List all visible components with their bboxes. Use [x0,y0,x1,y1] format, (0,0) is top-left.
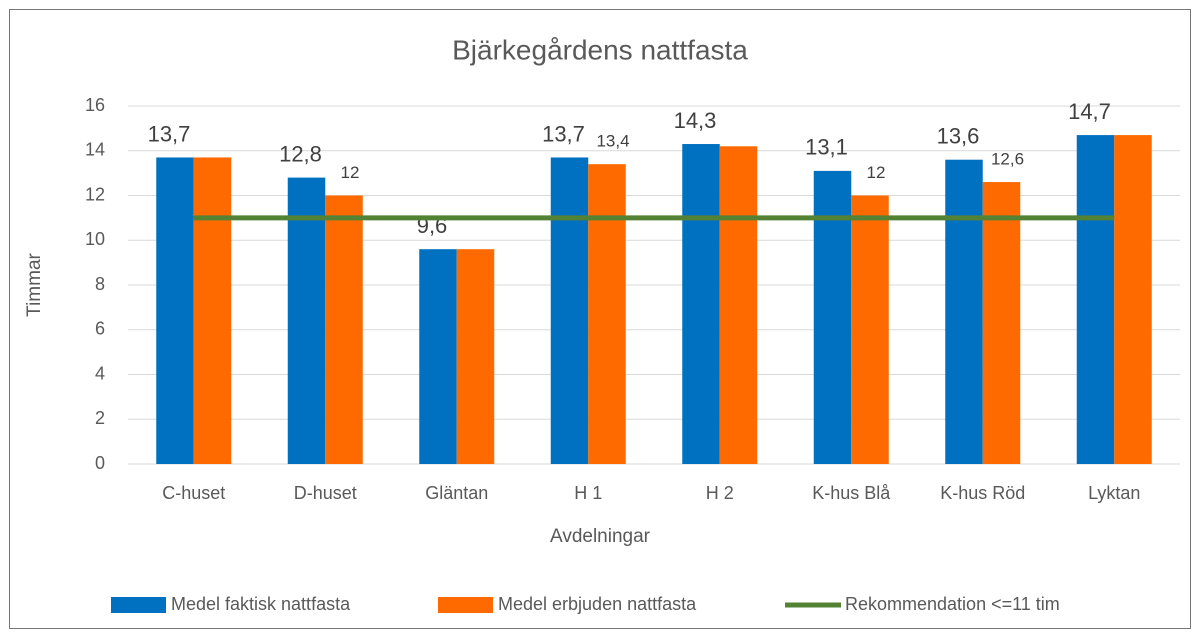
legend-label: Medel faktisk nattfasta [171,594,351,614]
y-tick-label: 16 [85,95,105,115]
x-tick-label: K-hus Röd [940,483,1025,503]
data-label: 14,3 [674,108,717,133]
bar [156,157,194,464]
x-axis-label: Avdelningar [550,526,651,547]
bar [325,195,363,464]
data-label: 13,6 [937,124,980,149]
data-label: 13,1 [805,135,848,160]
data-label: 13,7 [148,121,191,146]
y-tick-label: 0 [95,453,105,473]
y-tick-label: 14 [85,140,105,160]
bar [419,249,457,464]
y-tick-label: 2 [95,408,105,428]
bar [982,182,1021,464]
data-label: 12 [867,163,886,182]
x-tick-label: K-hus Blå [812,483,891,503]
legend-swatch [438,597,493,613]
bar [456,249,495,464]
y-tick-label: 6 [95,319,105,339]
bar [945,159,983,464]
y-axis-label: Timmar [24,252,45,316]
data-label: 12,6 [991,150,1024,169]
chart-title: Bjärkegårdens nattfasta [452,34,748,65]
bar [682,144,720,464]
bar [193,157,232,464]
bar [1076,135,1115,464]
bar [550,157,589,464]
bar [719,146,758,464]
x-tick-label: C-huset [162,483,225,503]
legend-swatch [111,597,166,613]
bar [813,170,852,464]
bar [851,195,889,464]
x-tick-label: H 2 [706,483,734,503]
legend-label: Rekommendation <=11 tim [845,594,1060,614]
y-tick-label: 4 [95,363,105,383]
y-tick-label: 10 [85,229,105,249]
data-label: 14,7 [1068,99,1111,124]
data-label: 13,4 [596,132,629,151]
y-tick-label: 8 [95,274,105,294]
x-tick-label: Gläntan [425,483,488,503]
data-label: 12,8 [279,141,322,166]
x-tick-label: Lyktan [1088,483,1140,503]
y-tick-label: 12 [85,184,105,204]
bar [588,164,626,465]
bar [1114,135,1152,464]
x-tick-label: H 1 [574,483,602,503]
legend-label: Medel erbjuden nattfasta [498,594,697,614]
bar [287,177,326,464]
data-label: 12 [341,163,360,182]
x-tick-label: D-huset [294,483,357,503]
data-label: 13,7 [542,121,585,146]
